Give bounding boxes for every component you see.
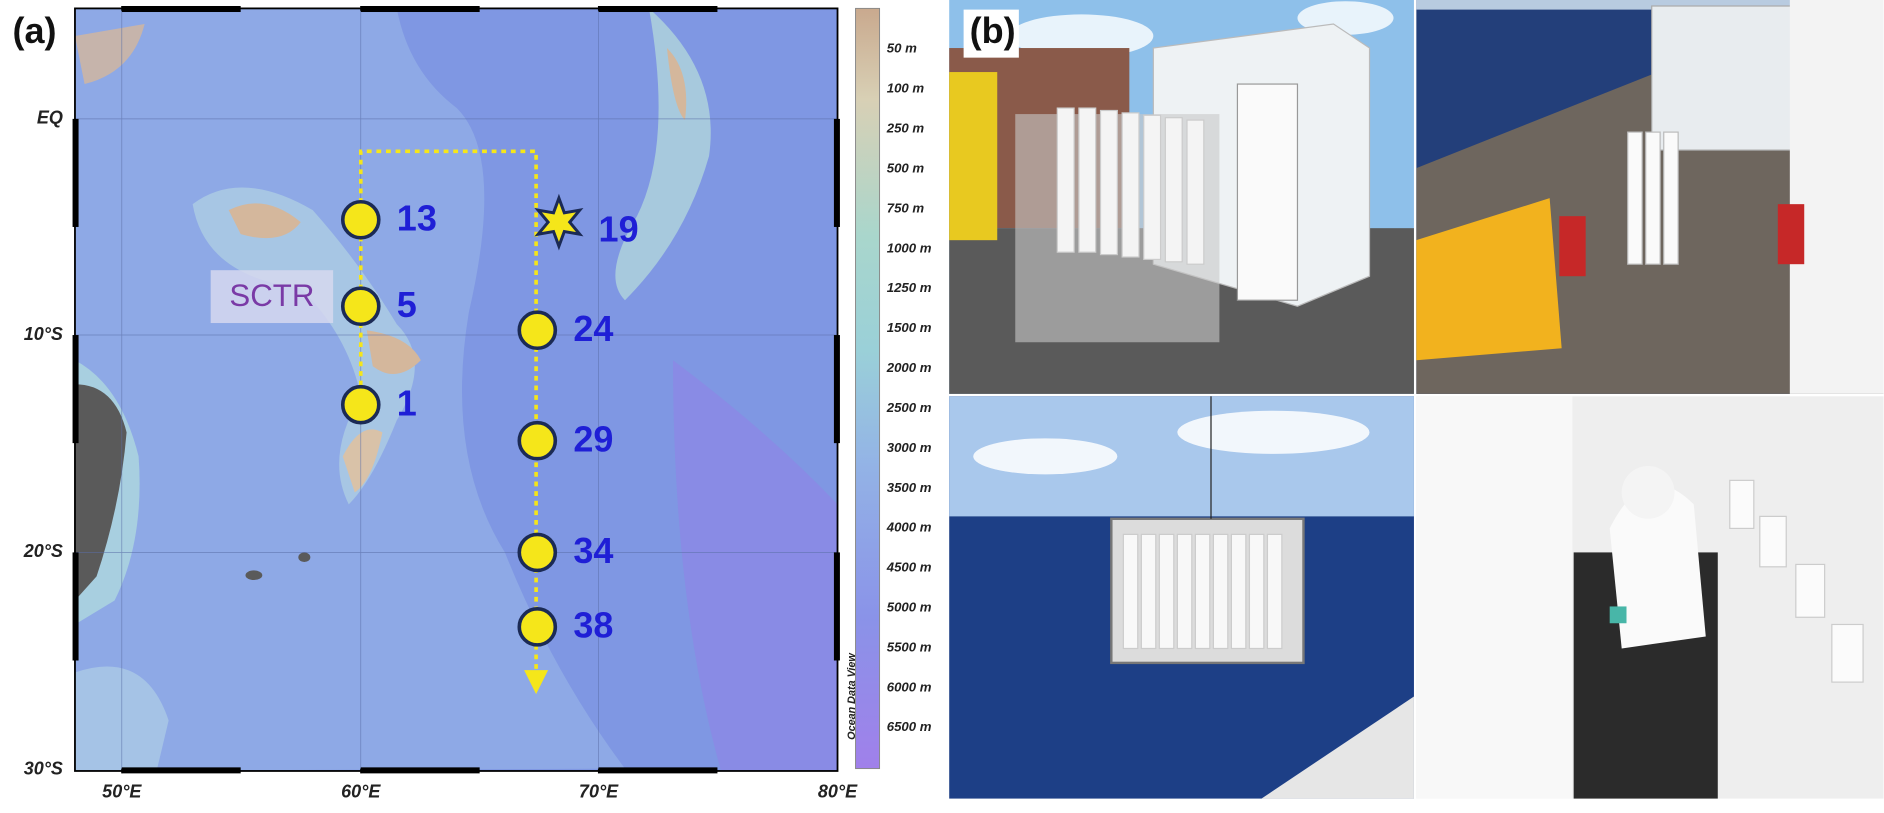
photo-sea bbox=[949, 396, 1414, 799]
depth-label: 5500 m bbox=[887, 639, 932, 654]
lon-label: 80°E bbox=[818, 781, 858, 801]
photo-shore bbox=[949, 0, 1414, 394]
depth-label: 750 m bbox=[887, 200, 925, 215]
photo-lab bbox=[1416, 396, 1884, 799]
station-label: 34 bbox=[573, 530, 613, 571]
depth-label: 250 m bbox=[886, 121, 925, 136]
depth-label: 2000 m bbox=[886, 360, 932, 375]
depth-label: 6500 m bbox=[887, 719, 932, 734]
station-marker bbox=[517, 310, 558, 351]
station-marker bbox=[517, 532, 558, 573]
track-arrow bbox=[524, 670, 549, 695]
station-label: 13 bbox=[397, 197, 437, 238]
station-marker bbox=[517, 607, 558, 647]
depth-label: 2500 m bbox=[886, 400, 932, 415]
station-label: 19 bbox=[599, 208, 639, 249]
region-label: SCTR bbox=[229, 278, 314, 313]
station-label: 24 bbox=[573, 308, 613, 349]
depth-label: 4000 m bbox=[886, 520, 932, 535]
depth-label: 5000 m bbox=[887, 599, 932, 614]
depth-label: 1500 m bbox=[887, 320, 932, 335]
depth-label: 1000 m bbox=[887, 240, 932, 255]
depth-label: 500 m bbox=[887, 160, 925, 175]
depth-label: 3000 m bbox=[887, 440, 932, 455]
depth-label: 100 m bbox=[887, 81, 925, 96]
station-marker bbox=[340, 286, 381, 327]
photo-deck bbox=[1416, 0, 1884, 394]
station-label: 38 bbox=[573, 605, 613, 646]
colorbar bbox=[855, 7, 881, 770]
lat-label: EQ bbox=[37, 108, 63, 128]
station-label: 1 bbox=[397, 382, 417, 423]
region-label-box bbox=[210, 270, 334, 324]
map-frame bbox=[72, 6, 840, 774]
station-marker bbox=[517, 420, 558, 461]
lat-label: 20°S bbox=[23, 541, 63, 561]
depth-label: 6000 m bbox=[887, 679, 932, 694]
lat-label: 10°S bbox=[24, 324, 63, 344]
panel-label: (a) bbox=[13, 10, 57, 51]
depth-label: 3500 m bbox=[887, 480, 932, 495]
station-label: 5 bbox=[397, 284, 417, 325]
lon-label: 70°E bbox=[579, 781, 619, 801]
credit: Ocean Data View bbox=[846, 653, 858, 740]
lon-label: 50°E bbox=[102, 781, 142, 801]
station-label: 29 bbox=[573, 418, 613, 459]
panel-label: (b) bbox=[970, 10, 1016, 51]
lon-label: 60°E bbox=[341, 781, 381, 801]
depth-label: 1250 m bbox=[887, 280, 932, 295]
lat-label: 30°S bbox=[24, 759, 63, 779]
cruise-track bbox=[358, 149, 538, 679]
graticule bbox=[74, 8, 838, 771]
depth-label: 4500 m bbox=[886, 560, 932, 575]
station-marker bbox=[340, 199, 381, 240]
panel-label-box bbox=[963, 9, 1019, 58]
depth-label: 50 m bbox=[887, 41, 917, 56]
star-station-marker bbox=[534, 193, 584, 251]
station-marker bbox=[340, 384, 381, 425]
map-background bbox=[74, 8, 838, 771]
